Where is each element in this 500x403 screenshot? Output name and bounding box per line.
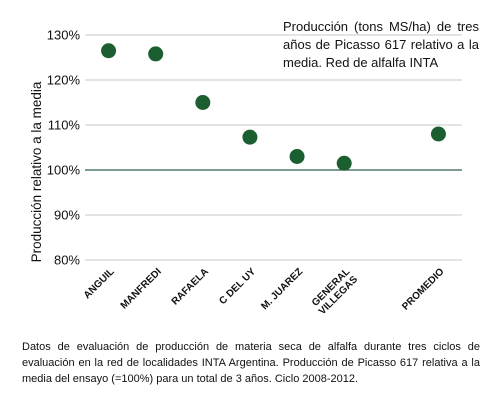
y-tick-label: 130%	[47, 28, 81, 43]
data-points	[101, 43, 446, 171]
y-tick-labels: 80% 90% 100% 110% 120% 130%	[47, 28, 81, 268]
data-point	[242, 129, 258, 145]
x-tick-label: MANFREDI	[119, 266, 164, 311]
chart-title: Producción (tons MS/ha) de tres años de …	[283, 19, 479, 70]
data-point	[336, 155, 352, 171]
y-tick-label: 110%	[48, 118, 81, 133]
x-tick-label: ANGUIL	[82, 266, 117, 301]
x-tick-label: M. JUAREZ	[259, 266, 305, 312]
figure-caption: Datos de evaluación de producción de mat…	[22, 341, 480, 385]
scatter-chart: 80% 90% 100% 110% 120% 130% ANGUIL MANFREDI RAF…	[29, 28, 462, 317]
y-axis-label: Producción relativo a la media	[29, 81, 44, 262]
x-tick-label: RAFAELA	[170, 266, 211, 307]
y-tick-label: 80%	[54, 253, 80, 268]
x-tick-label: C DEL UY	[217, 266, 258, 307]
y-tick-label: 90%	[54, 208, 80, 223]
data-point	[148, 46, 164, 62]
y-tick-label: 100%	[47, 163, 81, 178]
data-point	[289, 149, 305, 164]
y-tick-label: 120%	[47, 73, 81, 88]
x-tick-label: PROMEDIO	[400, 266, 446, 312]
data-point	[195, 95, 211, 110]
data-point	[430, 126, 446, 142]
data-point	[101, 43, 117, 59]
x-tick-labels: ANGUIL MANFREDI RAFAELA C DEL UY M. JUAREZ GE…	[82, 266, 447, 317]
x-tick-label: GENERALVILLEGAS	[309, 266, 360, 317]
